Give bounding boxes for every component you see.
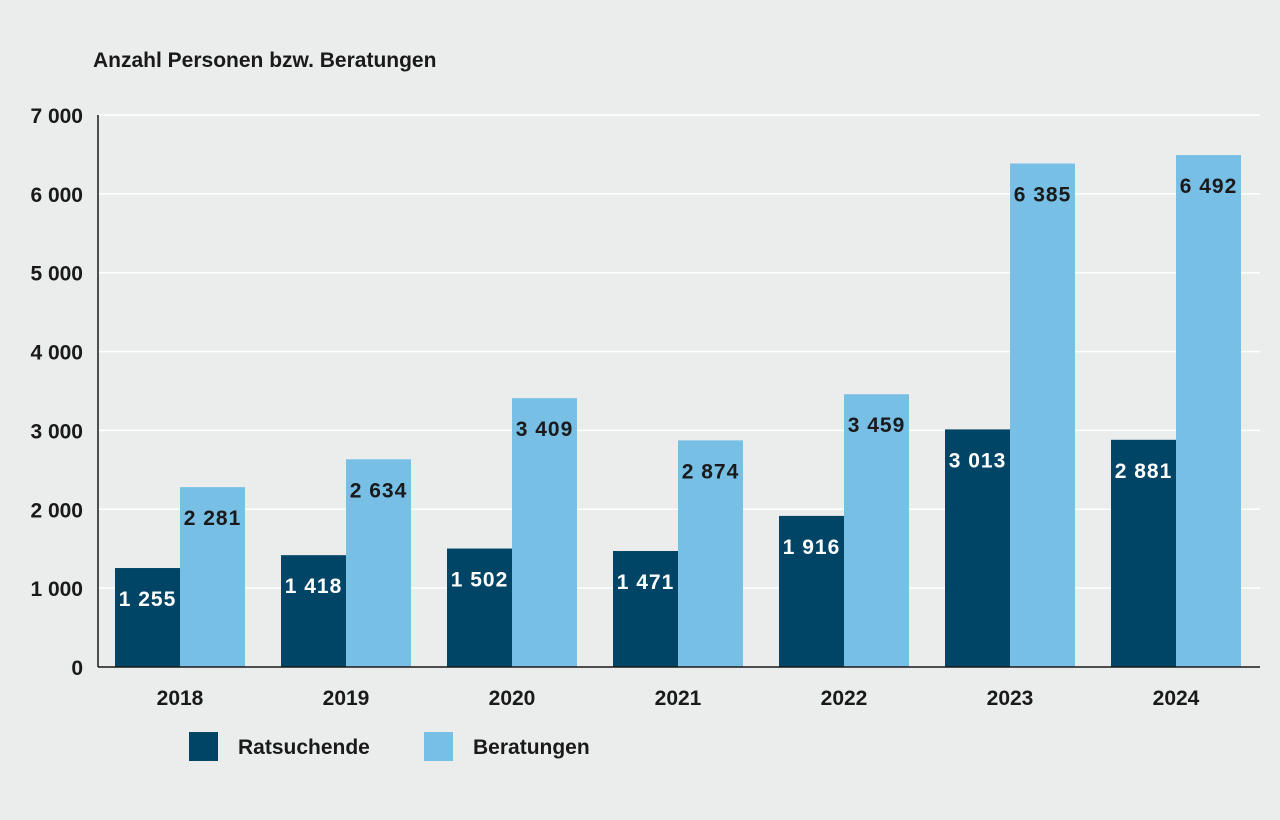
gridlines bbox=[98, 114, 1260, 589]
bar-ratsuchende-2021 bbox=[613, 551, 678, 667]
bar-beratungen-2023 bbox=[1010, 163, 1075, 668]
x-tick-label: 2021 bbox=[655, 687, 702, 710]
data-label: 2 881 bbox=[1115, 460, 1173, 483]
legend: Ratsuchende Beratungen bbox=[189, 732, 590, 761]
bar-beratungen-2024 bbox=[1176, 155, 1241, 667]
bar-ratsuchende-2019 bbox=[281, 555, 346, 667]
legend-label-ratsuchende: Ratsuchende bbox=[238, 736, 370, 759]
bar-ratsuchende-2018 bbox=[115, 568, 180, 667]
bars bbox=[115, 155, 1241, 668]
data-label: 1 471 bbox=[617, 571, 675, 594]
bar-ratsuchende-2023 bbox=[945, 429, 1010, 667]
y-axis-title: Anzahl Personen bzw. Beratungen bbox=[93, 49, 436, 72]
x-axis-ticks: 2018 2019 2020 2021 2022 2023 2024 bbox=[157, 687, 1200, 710]
x-tick-label: 2024 bbox=[1153, 687, 1200, 710]
y-tick-label: 0 bbox=[71, 657, 83, 680]
bar-beratungen-2018 bbox=[180, 487, 245, 667]
x-tick-label: 2022 bbox=[821, 687, 868, 710]
bar-beratungen-2022 bbox=[844, 394, 909, 667]
y-tick-label: 1 000 bbox=[30, 578, 83, 601]
data-label: 2 874 bbox=[682, 460, 740, 483]
bar-ratsuchende-2024 bbox=[1111, 439, 1176, 667]
data-label: 3 459 bbox=[848, 414, 906, 437]
data-label: 1 916 bbox=[783, 536, 841, 559]
data-label: 1 418 bbox=[285, 575, 343, 598]
y-tick-label: 3 000 bbox=[30, 420, 83, 443]
data-label: 1 255 bbox=[119, 588, 177, 611]
y-tick-label: 2 000 bbox=[30, 499, 83, 522]
y-tick-label: 6 000 bbox=[30, 184, 83, 207]
x-tick-label: 2020 bbox=[489, 687, 536, 710]
x-tick-label: 2018 bbox=[157, 687, 204, 710]
legend-swatch-beratungen bbox=[424, 732, 453, 761]
data-label: 3 013 bbox=[949, 449, 1007, 472]
data-label: 6 492 bbox=[1180, 175, 1238, 198]
y-axis-ticks: 0 1 000 2 000 3 000 4 000 5 000 6 000 7 000 bbox=[30, 105, 83, 680]
legend-label-beratungen: Beratungen bbox=[473, 736, 590, 759]
bar-beratungen-2020 bbox=[512, 398, 577, 667]
y-tick-label: 7 000 bbox=[30, 105, 83, 128]
data-label: 2 281 bbox=[184, 507, 242, 530]
y-tick-label: 4 000 bbox=[30, 342, 83, 365]
x-tick-label: 2023 bbox=[987, 687, 1034, 710]
data-label: 2 634 bbox=[350, 479, 408, 502]
data-label: 6 385 bbox=[1014, 183, 1072, 206]
bar-ratsuchende-2022 bbox=[779, 515, 844, 667]
data-label: 3 409 bbox=[516, 418, 574, 441]
data-labels: 1 255 2 281 1 418 2 634 1 502 3 409 1 471 2 874… bbox=[119, 175, 1238, 611]
bar-beratungen-2019 bbox=[346, 459, 411, 667]
bar-ratsuchende-2020 bbox=[447, 548, 512, 667]
y-tick-label: 5 000 bbox=[30, 263, 83, 286]
data-label: 1 502 bbox=[451, 569, 509, 592]
legend-swatch-ratsuchende bbox=[189, 732, 218, 761]
x-tick-label: 2019 bbox=[323, 687, 370, 710]
bar-beratungen-2021 bbox=[678, 440, 743, 667]
